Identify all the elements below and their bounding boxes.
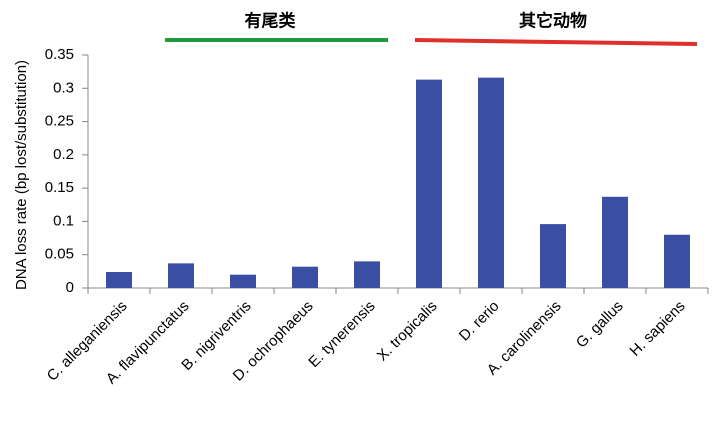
x-tick-label: D. rerio [456, 298, 503, 345]
y-tick-label: 0.05 [45, 246, 74, 263]
bar [354, 261, 380, 288]
y-tick-label: 0.35 [45, 46, 74, 63]
bar [602, 196, 628, 288]
x-tick-label: G. gallus [573, 298, 627, 352]
bar [106, 272, 132, 288]
group-line [414, 38, 698, 46]
y-tick-label: 0.1 [53, 212, 74, 229]
x-tick-label: H. sapiens [626, 298, 688, 360]
bar [478, 77, 504, 289]
y-tick-label: 0 [66, 279, 74, 296]
bar [416, 79, 442, 288]
bar [292, 266, 318, 288]
y-tick-label: 0.2 [53, 146, 74, 163]
bar [664, 234, 690, 288]
x-tick-label: E. tynerensis [305, 298, 378, 371]
y-axis-label: DNA loss rate (bp lost/substitution) [13, 60, 30, 290]
y-tick-label: 0.25 [45, 113, 74, 130]
y-tick-label: 0.15 [45, 179, 74, 196]
x-tick-label: X. tropicalis [374, 298, 441, 365]
group-label: 其它动物 [519, 10, 587, 30]
group-label: 有尾类 [245, 10, 297, 30]
bar [168, 263, 194, 288]
bar [540, 224, 566, 288]
bar [230, 274, 256, 288]
y-tick-label: 0.3 [53, 79, 74, 96]
